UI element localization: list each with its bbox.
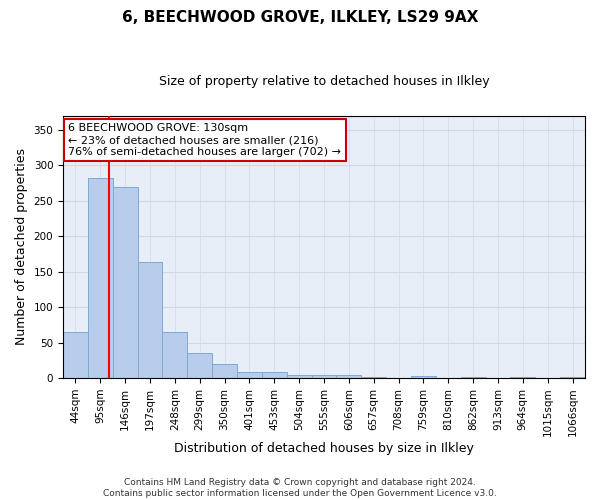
Bar [237, 372, 262, 378]
Bar [461, 376, 485, 378]
Text: 6 BEECHWOOD GROVE: 130sqm
← 23% of detached houses are smaller (216)
76% of semi: 6 BEECHWOOD GROVE: 130sqm ← 23% of detac… [68, 124, 341, 156]
Bar [411, 376, 436, 378]
Bar [337, 376, 361, 378]
Bar [187, 354, 212, 378]
Bar [88, 178, 113, 378]
Bar [63, 332, 88, 378]
Bar [163, 332, 187, 378]
Bar [113, 186, 137, 378]
X-axis label: Distribution of detached houses by size in Ilkley: Distribution of detached houses by size … [174, 442, 474, 455]
Bar [212, 364, 237, 378]
Bar [560, 376, 585, 378]
Bar [511, 376, 535, 378]
Y-axis label: Number of detached properties: Number of detached properties [15, 148, 28, 346]
Bar [311, 374, 337, 378]
Text: Contains HM Land Registry data © Crown copyright and database right 2024.
Contai: Contains HM Land Registry data © Crown c… [103, 478, 497, 498]
Bar [361, 376, 386, 378]
Title: Size of property relative to detached houses in Ilkley: Size of property relative to detached ho… [159, 75, 490, 88]
Text: 6, BEECHWOOD GROVE, ILKLEY, LS29 9AX: 6, BEECHWOOD GROVE, ILKLEY, LS29 9AX [122, 10, 478, 25]
Bar [287, 374, 311, 378]
Bar [262, 372, 287, 378]
Bar [137, 262, 163, 378]
